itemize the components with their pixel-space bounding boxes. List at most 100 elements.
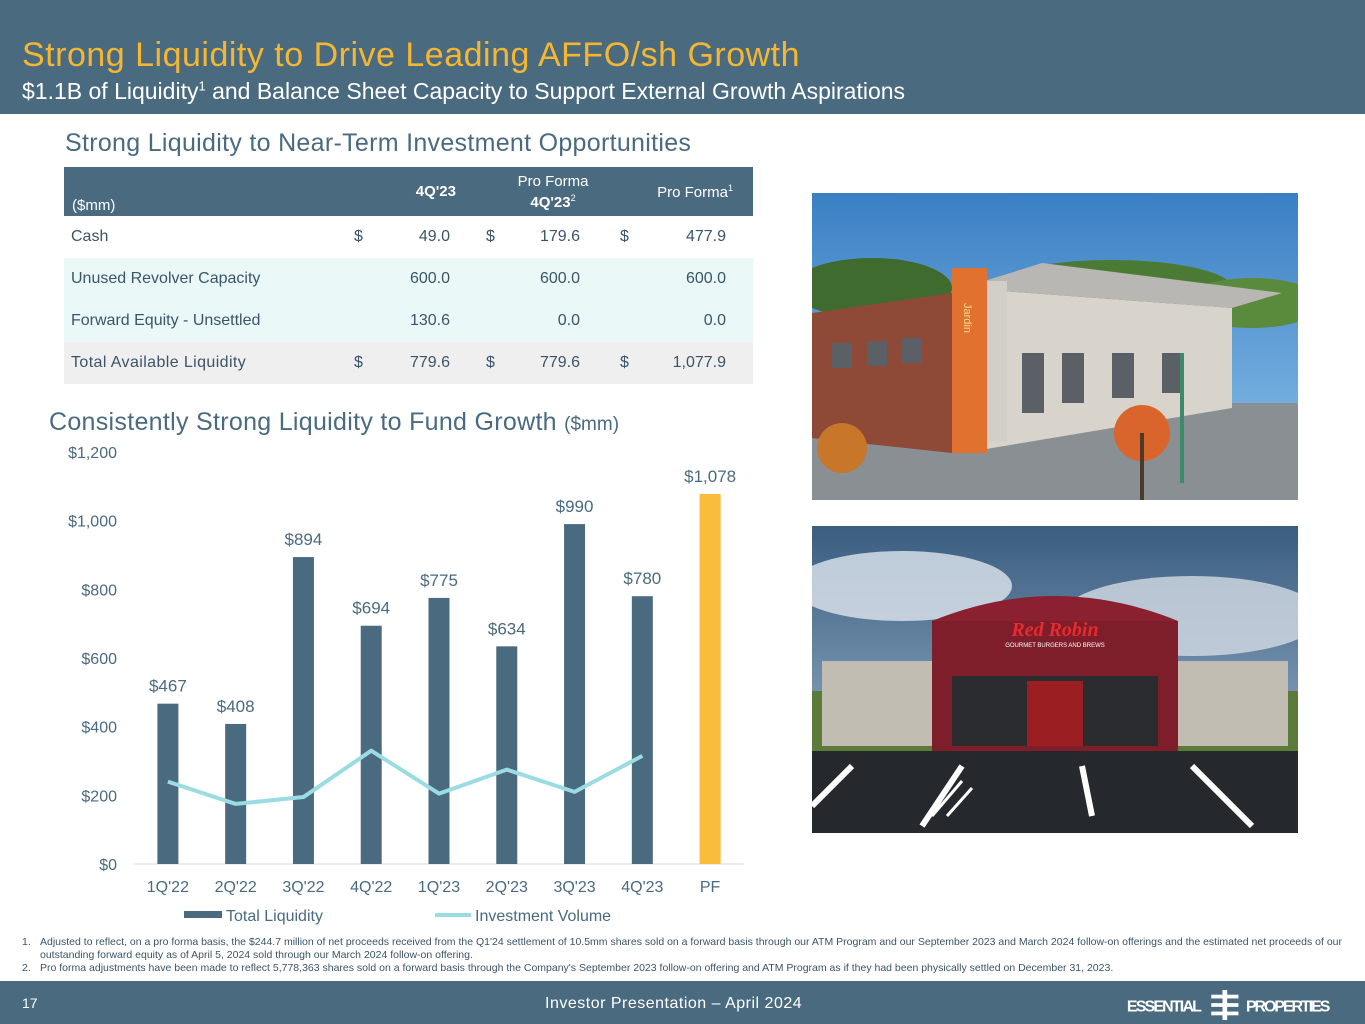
logo-text-right: PROPERTIES (1246, 999, 1330, 1016)
x-tick-label: 4Q'23 (621, 879, 663, 896)
bar-data-label: $990 (556, 497, 594, 516)
chart-title-unit: ($mm) (564, 414, 620, 435)
col-header-4q23: 4Q'23 (415, 183, 456, 200)
bar-total-liquidity (496, 646, 518, 864)
table-row: Cash $ 49.0 $ 179.6 $ 477.9 (64, 216, 753, 258)
building-photo-red-robin: Red Robin GOURMET BURGERS AND BREWS (812, 526, 1298, 833)
x-tick-label: 2Q'22 (215, 879, 257, 896)
footnote-number: 1. (22, 936, 31, 948)
currency-sign: $ (620, 228, 629, 245)
bar-data-label: $694 (352, 599, 390, 618)
legend-swatch-total-liquidity (184, 911, 222, 918)
bar-data-label: $634 (488, 619, 526, 638)
logo-mark-icon (1211, 990, 1239, 1020)
subtitle-footnote-ref: 1 (198, 78, 206, 94)
table-row: Unused Revolver Capacity 600.0 600.0 600… (64, 258, 753, 300)
bar-total-liquidity (157, 703, 179, 864)
bar-data-label: $467 (149, 677, 187, 696)
y-tick-label: $1,200 (68, 445, 117, 462)
table-row: Forward Equity - Unsettled 130.6 0.0 0.0 (64, 300, 753, 342)
value-pro-forma-4q23: 0.0 (557, 312, 580, 329)
x-tick-label: PF (700, 879, 721, 896)
value-4q23: 600.0 (409, 270, 450, 287)
footer-bar: 17 Investor Presentation – April 2024 ES… (0, 981, 1365, 1024)
currency-sign (486, 258, 508, 300)
currency-sign: $ (354, 228, 363, 245)
bar-total-liquidity (564, 524, 586, 864)
row-label: Total Available Liquidity (71, 354, 247, 371)
value-pro-forma-4q23: 779.6 (539, 354, 580, 371)
x-tick-label: 3Q'23 (553, 879, 595, 896)
footnote-number: 2. (22, 962, 31, 974)
currency-sign: $ (354, 354, 363, 371)
col-header-pro-forma-period: 4Q'23 (530, 193, 571, 211)
value-pro-forma: 600.0 (685, 270, 726, 287)
footnotes: 1. Adjusted to reflect, on a pro forma ba… (22, 936, 1342, 975)
table-row-total: Total Available Liquidity $ 779.6 $ 779.… (64, 342, 753, 384)
col-header-footnote-ref: 1 (727, 182, 733, 193)
building-photo-jardin: Jardin (812, 193, 1298, 500)
liquidity-chart: $0 $200 $400 $600 $800 $1,000 $1,200 $467 $408 $8… (68, 445, 744, 925)
bar-total-liquidity (428, 597, 450, 864)
footnote-text: Pro forma adjustments have been made to … (40, 962, 1114, 974)
row-label: Unused Revolver Capacity (71, 270, 261, 287)
value-pro-forma: 0.0 (703, 312, 726, 329)
y-tick-label: $0 (99, 857, 117, 874)
y-tick-label: $600 (81, 651, 117, 668)
x-tick-label: 3Q'22 (282, 879, 324, 896)
bar-data-label: $894 (285, 530, 323, 549)
col-header-pro-forma-text: Pro Forma (657, 183, 728, 201)
x-tick-label: 1Q'23 (418, 879, 460, 896)
presentation-title: Investor Presentation – April 2024 (545, 995, 803, 1012)
unit-label: ($mm) (72, 197, 116, 214)
bar-total-liquidity (292, 557, 314, 864)
value-4q23: 130.6 (409, 312, 450, 329)
page-subtitle: $1.1B of Liquidity1 and Balance Sheet Ca… (22, 78, 905, 105)
y-tick-label: $1,000 (68, 514, 117, 531)
page-number: 17 (22, 995, 38, 1011)
table-header-row: ($mm) 4Q'23 Pro Forma 4Q'232 Pro Forma1 (64, 167, 753, 216)
value-pro-forma-4q23: 600.0 (539, 270, 580, 287)
jardin-building-illustration: Jardin (812, 193, 1298, 500)
col-header-pro-forma: Pro Forma1 (620, 167, 753, 216)
col-header-pro-forma-label: Pro Forma (517, 172, 589, 190)
series-line-investment-volume (167, 748, 644, 806)
y-tick-label: $800 (81, 582, 117, 599)
bar-data-label: $1,078 (684, 467, 736, 486)
y-tick-label: $200 (81, 788, 117, 805)
currency-sign: $ (486, 354, 495, 371)
value-pro-forma: 477.9 (685, 228, 726, 245)
logo-text-left: ESSENTIAL (1127, 999, 1202, 1016)
jardin-sign-text: Jardin (961, 303, 973, 333)
x-tick-label: 4Q'22 (350, 879, 392, 896)
bar-data-label: $780 (623, 569, 661, 588)
subtitle-text: $1.1B of Liquidity (22, 78, 199, 104)
red-robin-illustration: Red Robin GOURMET BURGERS AND BREWS (812, 526, 1298, 833)
row-label: Forward Equity - Unsettled (71, 312, 261, 329)
chart-section-title: Consistently Strong Liquidity to Fund Gr… (49, 408, 619, 437)
value-pro-forma-4q23: 179.6 (539, 228, 580, 245)
liquidity-table: ($mm) 4Q'23 Pro Forma 4Q'232 Pro Forma1 … (64, 167, 753, 384)
x-tick-label: 1Q'22 (147, 879, 189, 896)
page-title: Strong Liquidity to Drive Leading AFFO/s… (22, 36, 801, 74)
bar-total-liquidity (631, 596, 653, 864)
currency-sign: $ (486, 228, 495, 245)
col-header-pro-forma-4q23: Pro Forma 4Q'232 (486, 167, 620, 216)
value-pro-forma: 1,077.9 (672, 354, 726, 371)
red-robin-sign-text: Red Robin (1010, 619, 1098, 641)
header-banner: Strong Liquidity to Drive Leading AFFO/s… (0, 0, 1365, 114)
bar-total-liquidity (360, 625, 382, 864)
bar-data-label: $408 (217, 697, 255, 716)
bar-total-liquidity (699, 493, 721, 864)
footnote-2: 2. Pro forma adjustments have been made t… (22, 962, 1342, 975)
table-section-title: Strong Liquidity to Near-Term Investment… (65, 129, 692, 157)
chart-title-text: Consistently Strong Liquidity to Fund Gr… (49, 408, 557, 436)
currency-sign (620, 300, 642, 342)
essential-properties-logo: ESSENTIAL PROPERTIES (1127, 990, 1330, 1020)
currency-sign (354, 258, 376, 300)
y-tick-label: $400 (81, 720, 117, 737)
bar-data-label: $775 (420, 571, 458, 590)
currency-sign (486, 300, 508, 342)
legend-label-investment-volume: Investment Volume (475, 908, 611, 925)
legend-label-total-liquidity: Total Liquidity (226, 908, 323, 925)
